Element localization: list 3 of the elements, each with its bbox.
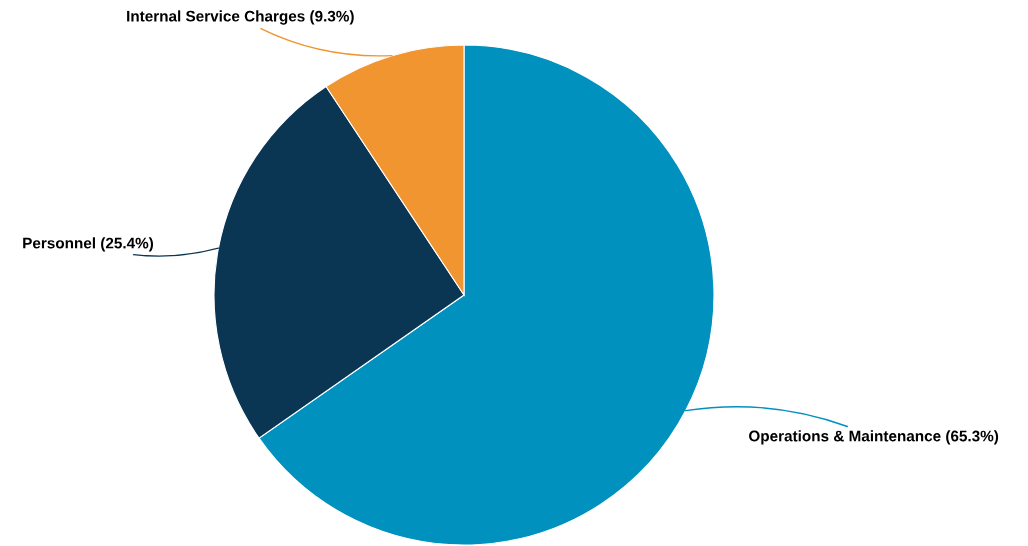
slice-label: Personnel (25.4%) [23, 237, 154, 252]
slice-label: Internal Service Charges (9.3%) [127, 10, 354, 25]
slice-label: Operations & Maintenance (65.3%) [749, 430, 999, 445]
